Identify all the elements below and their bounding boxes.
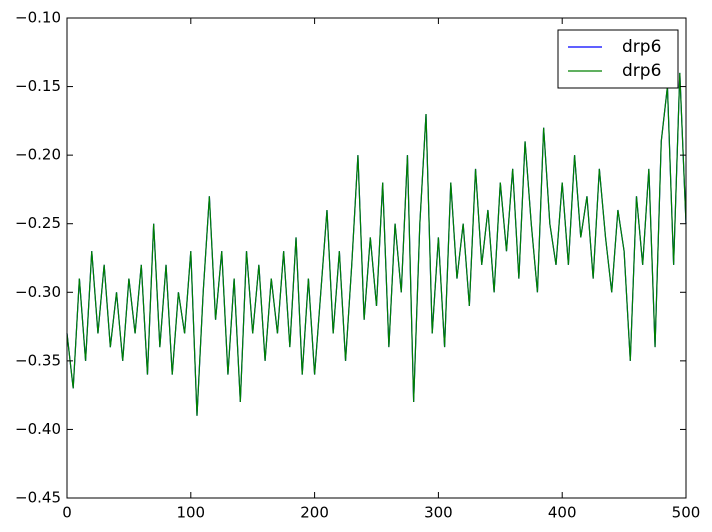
plot-frame (66, 17, 687, 499)
x-tick-label: 100 (176, 504, 205, 522)
data-line (66, 72, 687, 416)
y-tick-label: −0.20 (15, 146, 61, 164)
x-tick-label: 300 (424, 504, 453, 522)
legend-label: drp6 (622, 61, 661, 81)
legend-label: drp6 (622, 37, 661, 57)
x-tick-label: 400 (548, 504, 577, 522)
x-tick-label: 500 (672, 504, 701, 522)
y-tick-label: −0.35 (15, 351, 61, 369)
data-line (66, 72, 687, 416)
legend-box (557, 29, 679, 89)
y-tick-label: −0.40 (15, 420, 61, 438)
x-tick-label: 200 (300, 504, 329, 522)
y-tick-label: −0.30 (15, 283, 61, 301)
y-tick-label: −0.10 (15, 9, 61, 27)
y-tick-label: −0.25 (15, 214, 61, 232)
y-tick-label: −0.45 (15, 489, 61, 507)
y-tick-label: −0.15 (15, 77, 61, 95)
x-tick-label: 0 (62, 504, 72, 522)
